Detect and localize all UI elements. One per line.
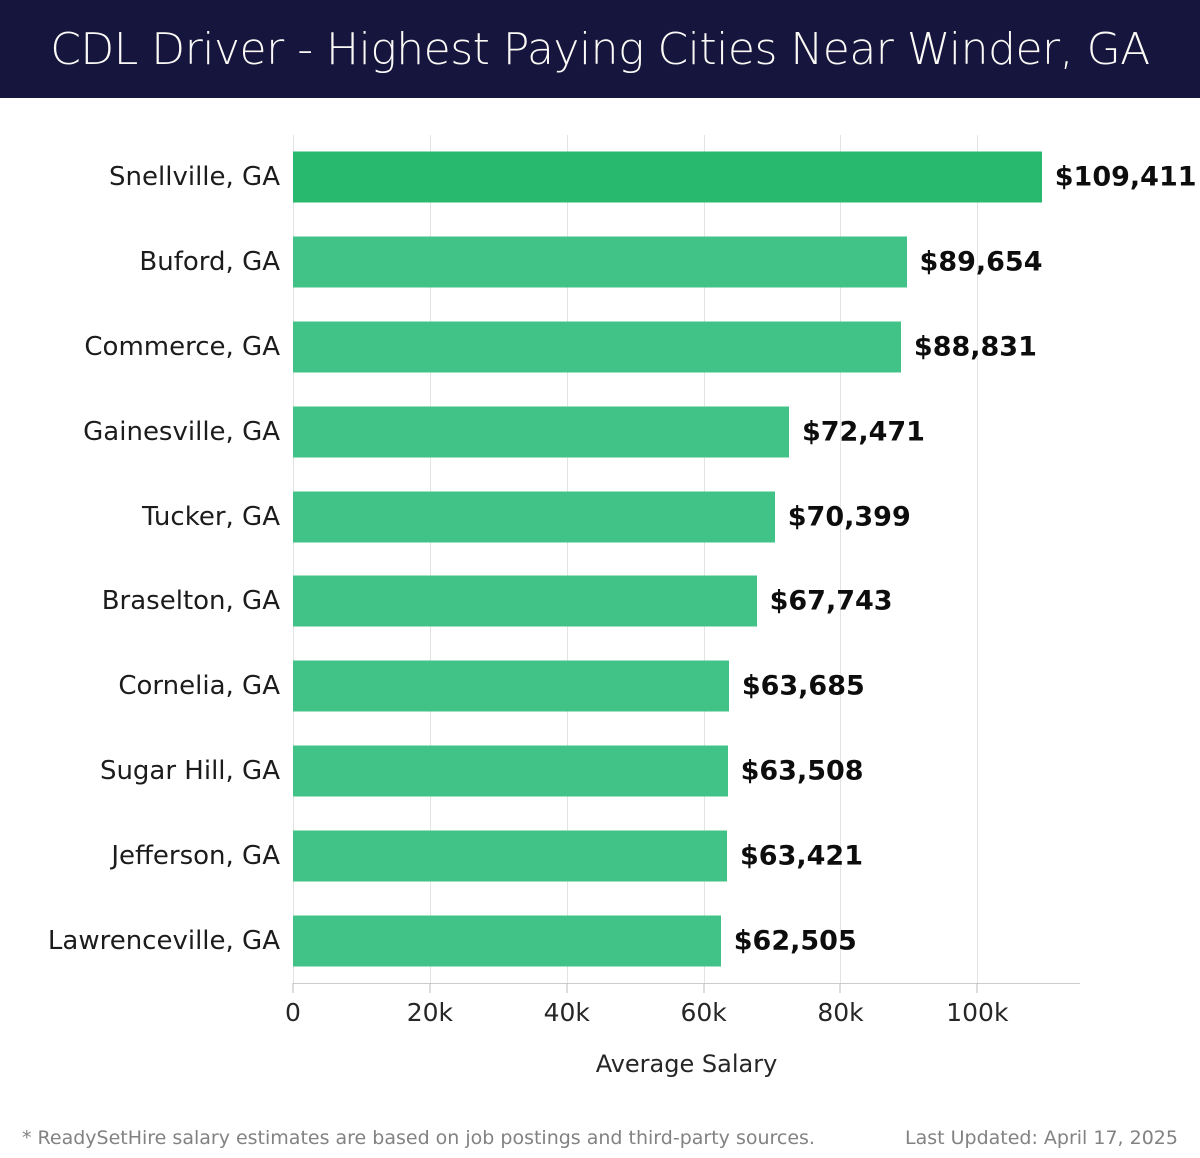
bar [293, 575, 757, 627]
axis-tick-label: 60k [680, 998, 727, 1027]
bar-row-2: Buford, GA $89,654 [0, 220, 1200, 305]
bar [293, 321, 901, 373]
axis-tick-label: 100k [946, 998, 1009, 1027]
x-axis-line [293, 983, 1080, 984]
gridline [840, 135, 842, 983]
value-label: $63,508 [740, 755, 864, 787]
gridline [429, 135, 431, 983]
bar [293, 491, 775, 543]
bar [293, 830, 728, 882]
category-label: Lawrenceville, GA [47, 925, 280, 956]
value-label: $109,411 [1054, 161, 1197, 193]
bar [293, 406, 789, 458]
bar-row-7: Cornelia, GA $63,685 [0, 644, 1200, 729]
x-axis-title: Average Salary [595, 1050, 778, 1078]
bar-row-6: Braselton, GA $67,743 [0, 559, 1200, 644]
bar-row-5: Tucker, GA $70,399 [0, 474, 1200, 559]
footer-disclaimer: * ReadySetHire salary estimates are base… [22, 1127, 815, 1149]
bar [293, 236, 907, 288]
bar [293, 151, 1042, 203]
gridline [977, 135, 979, 983]
axis-tick [429, 983, 431, 993]
value-label: $89,654 [919, 246, 1043, 278]
category-label: Snellville, GA [109, 162, 280, 193]
gridline [293, 135, 294, 983]
bar [293, 660, 729, 712]
category-label: Tucker, GA [142, 501, 280, 532]
axis-tick [839, 983, 841, 993]
axis-tick [703, 983, 705, 993]
value-label: $70,399 [787, 501, 911, 533]
axis-tick-label: 20k [406, 998, 454, 1027]
bar-row-9: Jefferson, GA $63,421 [0, 813, 1200, 898]
value-label: $62,505 [733, 925, 857, 957]
category-label: Buford, GA [139, 247, 280, 278]
bar-row-8: Sugar Hill, GA $63,508 [0, 729, 1200, 814]
bar-row-3: Commerce, GA $88,831 [0, 305, 1200, 390]
axis-tick-label: 0 [285, 998, 301, 1027]
axis-tick [292, 983, 294, 993]
gridline [566, 135, 568, 983]
bar-row-4: Gainesville, GA $72,471 [0, 389, 1200, 474]
bar [293, 915, 721, 967]
value-label: $72,471 [801, 416, 925, 448]
category-label: Gainesville, GA [83, 416, 280, 447]
footer: * ReadySetHire salary estimates are base… [0, 1118, 1200, 1158]
axis-tick [976, 983, 978, 993]
axis-tick-label: 80k [817, 998, 864, 1027]
bar [293, 745, 728, 797]
value-label: $88,831 [913, 331, 1037, 363]
value-label: $63,421 [740, 840, 863, 872]
gridline [703, 135, 705, 983]
header-bar: CDL Driver - Highest Paying Cities Near … [0, 0, 1200, 98]
category-label: Commerce, GA [84, 331, 280, 362]
footer-last-updated: Last Updated: April 17, 2025 [904, 1127, 1178, 1149]
value-label: $67,743 [769, 585, 893, 617]
category-label: Jefferson, GA [111, 840, 280, 871]
bar-row-10: Lawrenceville, GA $62,505 [0, 898, 1200, 983]
category-label: Braselton, GA [101, 586, 280, 617]
category-label: Sugar Hill, GA [99, 755, 280, 786]
chart-title: CDL Driver - Highest Paying Cities Near … [50, 23, 1150, 75]
category-label: Cornelia, GA [118, 671, 280, 702]
axis-tick [566, 983, 568, 993]
gridlines [293, 135, 1080, 983]
axis-tick-label: 40k [543, 998, 590, 1027]
value-label: $63,685 [741, 670, 865, 702]
bar-chart: Snellville, GA $109,411 Buford, GA $89,654 C… [0, 135, 1200, 983]
bar-row-1: Snellville, GA $109,411 [0, 135, 1200, 220]
